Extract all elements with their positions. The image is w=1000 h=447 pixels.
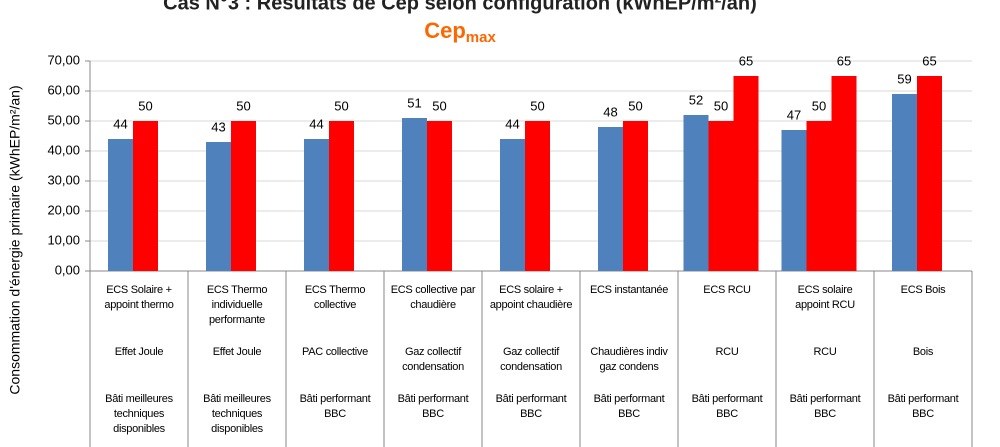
category-label: ECS instantanée xyxy=(589,284,669,296)
y-tick-label: 10,00 xyxy=(47,232,80,247)
category-label: RCU xyxy=(813,346,837,358)
data-label: 50 xyxy=(628,98,642,113)
bar xyxy=(402,118,427,271)
bar xyxy=(623,121,648,271)
category-label: Bâti performant BBC xyxy=(789,393,861,420)
data-label: 50 xyxy=(714,98,728,113)
bar xyxy=(733,76,759,271)
bar xyxy=(917,76,942,271)
category-label: Bâti performant BBC xyxy=(495,393,567,420)
category-label: ECS RCU xyxy=(703,284,751,296)
data-label: 52 xyxy=(689,92,703,107)
subtitle-main: Cep xyxy=(424,18,466,43)
chart-title: Cas N°3 : Résultats de Cep selon configu… xyxy=(163,0,757,14)
category-label: ECS Solaire + appoint thermo xyxy=(104,284,174,311)
category-label: Bâti meilleures techniques disponibles xyxy=(105,393,173,435)
bar xyxy=(525,121,550,271)
bar xyxy=(329,121,354,271)
category-label: Bois xyxy=(912,346,934,358)
y-tick-label: 70,00 xyxy=(47,52,80,67)
bar xyxy=(781,130,807,271)
data-label: 50 xyxy=(812,98,826,113)
category-label: ECS Thermo collective xyxy=(304,284,366,311)
data-label: 50 xyxy=(530,98,544,113)
category-label: Gaz collectif condensation xyxy=(500,346,562,373)
category-label: Gaz collectif condensation xyxy=(402,346,464,373)
data-label: 65 xyxy=(837,53,851,68)
category-label: Bâti performant BBC xyxy=(593,393,665,420)
data-label: 65 xyxy=(922,53,936,68)
bar xyxy=(806,121,832,271)
y-tick-label: 0,00 xyxy=(55,262,80,277)
y-tick-label: 40,00 xyxy=(47,142,80,157)
bar xyxy=(683,115,709,271)
category-label: Chaudières indiv gaz condens xyxy=(590,346,668,373)
category-label: ECS solaire + appoint chaudière xyxy=(489,284,573,311)
bar xyxy=(108,139,133,271)
data-label: 51 xyxy=(407,95,421,110)
bar xyxy=(892,94,917,271)
data-label: 44 xyxy=(505,116,519,131)
bar xyxy=(304,139,329,271)
category-label: Bâti performant BBC xyxy=(887,393,959,420)
category-label: PAC collective xyxy=(302,346,368,358)
data-label: 47 xyxy=(787,107,801,122)
y-tick-label: 50,00 xyxy=(47,112,80,127)
bar xyxy=(206,142,231,271)
y-axis-label: Consommation d'énergie primaire (kWhEP/m… xyxy=(7,85,23,394)
y-tick-label: 20,00 xyxy=(47,202,80,217)
category-label: Bâti performant BBC xyxy=(397,393,469,420)
category-label: ECS collective par chaudière xyxy=(390,284,476,311)
data-label: 50 xyxy=(138,98,152,113)
category-label: ECS solaire appoint RCU xyxy=(795,284,855,311)
data-label: 44 xyxy=(113,116,127,131)
subtitle-subscript: max xyxy=(466,29,497,46)
category-label: RCU xyxy=(715,346,739,358)
chart-subtitle: Cepmax xyxy=(424,18,496,46)
category-label: Bâti performant BBC xyxy=(691,393,763,420)
y-tick-label: 60,00 xyxy=(47,82,80,97)
data-label: 50 xyxy=(236,98,250,113)
bar xyxy=(708,121,734,271)
data-label: 43 xyxy=(211,119,225,134)
bar xyxy=(427,121,452,271)
category-label: Bâti meilleures techniques disponibles xyxy=(203,393,271,435)
category-label: Bâti performant BBC xyxy=(299,393,371,420)
category-label: Effet Joule xyxy=(114,346,164,358)
bar xyxy=(231,121,256,271)
category-label: ECS Bois xyxy=(900,284,946,296)
data-label: 44 xyxy=(309,116,323,131)
bar xyxy=(598,127,623,271)
bar xyxy=(831,76,857,271)
bar xyxy=(500,139,525,271)
category-label: Effet Joule xyxy=(212,346,262,358)
data-label: 50 xyxy=(334,98,348,113)
bar xyxy=(133,121,158,271)
y-tick-label: 30,00 xyxy=(47,172,80,187)
data-label: 65 xyxy=(739,53,753,68)
data-label: 59 xyxy=(897,71,911,86)
data-label: 50 xyxy=(432,98,446,113)
category-label: ECS Thermo individuelle performante xyxy=(206,284,268,326)
data-label: 48 xyxy=(603,104,617,119)
